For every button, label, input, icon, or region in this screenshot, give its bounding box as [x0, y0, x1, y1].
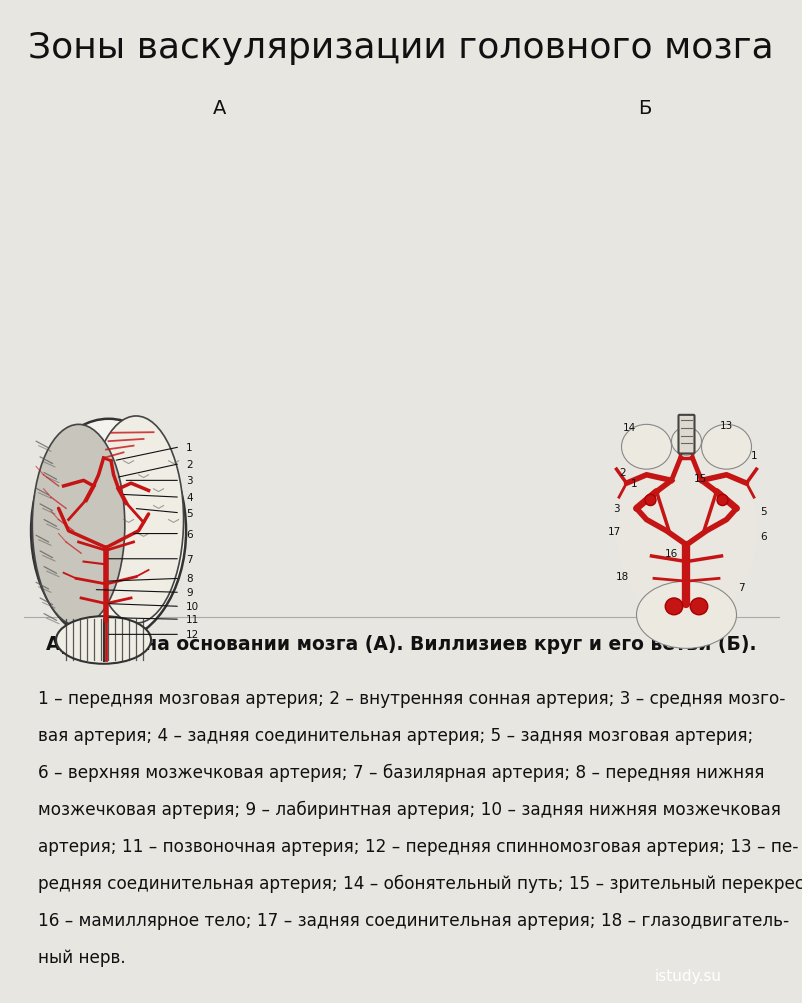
- Ellipse shape: [701, 425, 751, 469]
- Text: Б: Б: [638, 98, 651, 117]
- Ellipse shape: [31, 419, 186, 643]
- Text: 7: 7: [186, 555, 192, 565]
- Ellipse shape: [664, 599, 682, 615]
- Text: 3: 3: [186, 475, 192, 485]
- Text: 1: 1: [750, 450, 756, 460]
- Text: 13: 13: [719, 421, 732, 431]
- Text: 2: 2: [618, 467, 625, 477]
- Text: вая артерия; 4 – задняя соединительная артерия; 5 – задняя мозговая артерия;: вая артерия; 4 – задняя соединительная а…: [38, 726, 752, 744]
- Text: 5: 5: [759, 507, 767, 517]
- Text: 10: 10: [186, 602, 199, 612]
- Text: 6: 6: [759, 532, 767, 542]
- Text: 1: 1: [630, 478, 637, 488]
- Ellipse shape: [88, 416, 184, 624]
- Text: 7: 7: [737, 582, 744, 592]
- Text: 2: 2: [186, 459, 192, 469]
- Text: Зоны васкуляризации головного мозга: Зоны васкуляризации головного мозга: [28, 31, 773, 65]
- Ellipse shape: [670, 427, 701, 455]
- Text: артерия; 11 – позвоночная артерия; 12 – передняя спинномозговая артерия; 13 – пе: артерия; 11 – позвоночная артерия; 12 – …: [38, 838, 797, 856]
- Text: А: А: [213, 98, 226, 117]
- Ellipse shape: [616, 441, 755, 621]
- Text: 8: 8: [186, 574, 192, 584]
- Text: 18: 18: [615, 571, 628, 581]
- Text: 4: 4: [186, 492, 192, 503]
- FancyBboxPatch shape: [678, 415, 694, 454]
- Ellipse shape: [690, 599, 707, 615]
- Text: мозжечковая артерия; 9 – лабиринтная артерия; 10 – задняя нижняя мозжечковая: мозжечковая артерия; 9 – лабиринтная арт…: [38, 800, 780, 818]
- Ellipse shape: [621, 425, 670, 469]
- Text: 16: 16: [664, 549, 677, 559]
- Text: 6 – верхняя мозжечковая артерия; 7 – базилярная артерия; 8 – передняя нижняя: 6 – верхняя мозжечковая артерия; 7 – баз…: [38, 763, 764, 781]
- Ellipse shape: [56, 617, 151, 664]
- Text: 5: 5: [186, 509, 192, 519]
- Text: 16 – мамиллярное тело; 17 – задняя соединительная артерия; 18 – глазодвигатель-: 16 – мамиллярное тело; 17 – задняя соеди…: [38, 911, 788, 929]
- Text: 9: 9: [186, 588, 192, 598]
- Text: Артерии на основании мозга (А). Виллизиев круг и его ветви (Б).: Артерии на основании мозга (А). Виллизие…: [46, 635, 755, 654]
- Text: 1: 1: [186, 442, 192, 452]
- Text: редняя соединительная артерия; 14 – обонятельный путь; 15 – зрительный перекрест: редняя соединительная артерия; 14 – обон…: [38, 875, 802, 893]
- Ellipse shape: [32, 425, 124, 626]
- Ellipse shape: [716, 494, 727, 507]
- Text: 11: 11: [186, 615, 199, 625]
- Text: 3: 3: [613, 504, 619, 514]
- Text: ный нерв.: ный нерв.: [38, 948, 126, 966]
- Text: 6: 6: [186, 529, 192, 539]
- Text: 15: 15: [693, 473, 707, 483]
- Text: istudy.su: istudy.su: [654, 969, 721, 983]
- Text: 1 – передняя мозговая артерия; 2 – внутренняя сонная артерия; 3 – средняя мозго-: 1 – передняя мозговая артерия; 2 – внутр…: [38, 689, 784, 707]
- Ellipse shape: [644, 494, 655, 507]
- Ellipse shape: [636, 582, 735, 649]
- Text: 17: 17: [606, 527, 620, 537]
- Text: 12: 12: [186, 630, 199, 640]
- Text: 14: 14: [622, 422, 635, 432]
